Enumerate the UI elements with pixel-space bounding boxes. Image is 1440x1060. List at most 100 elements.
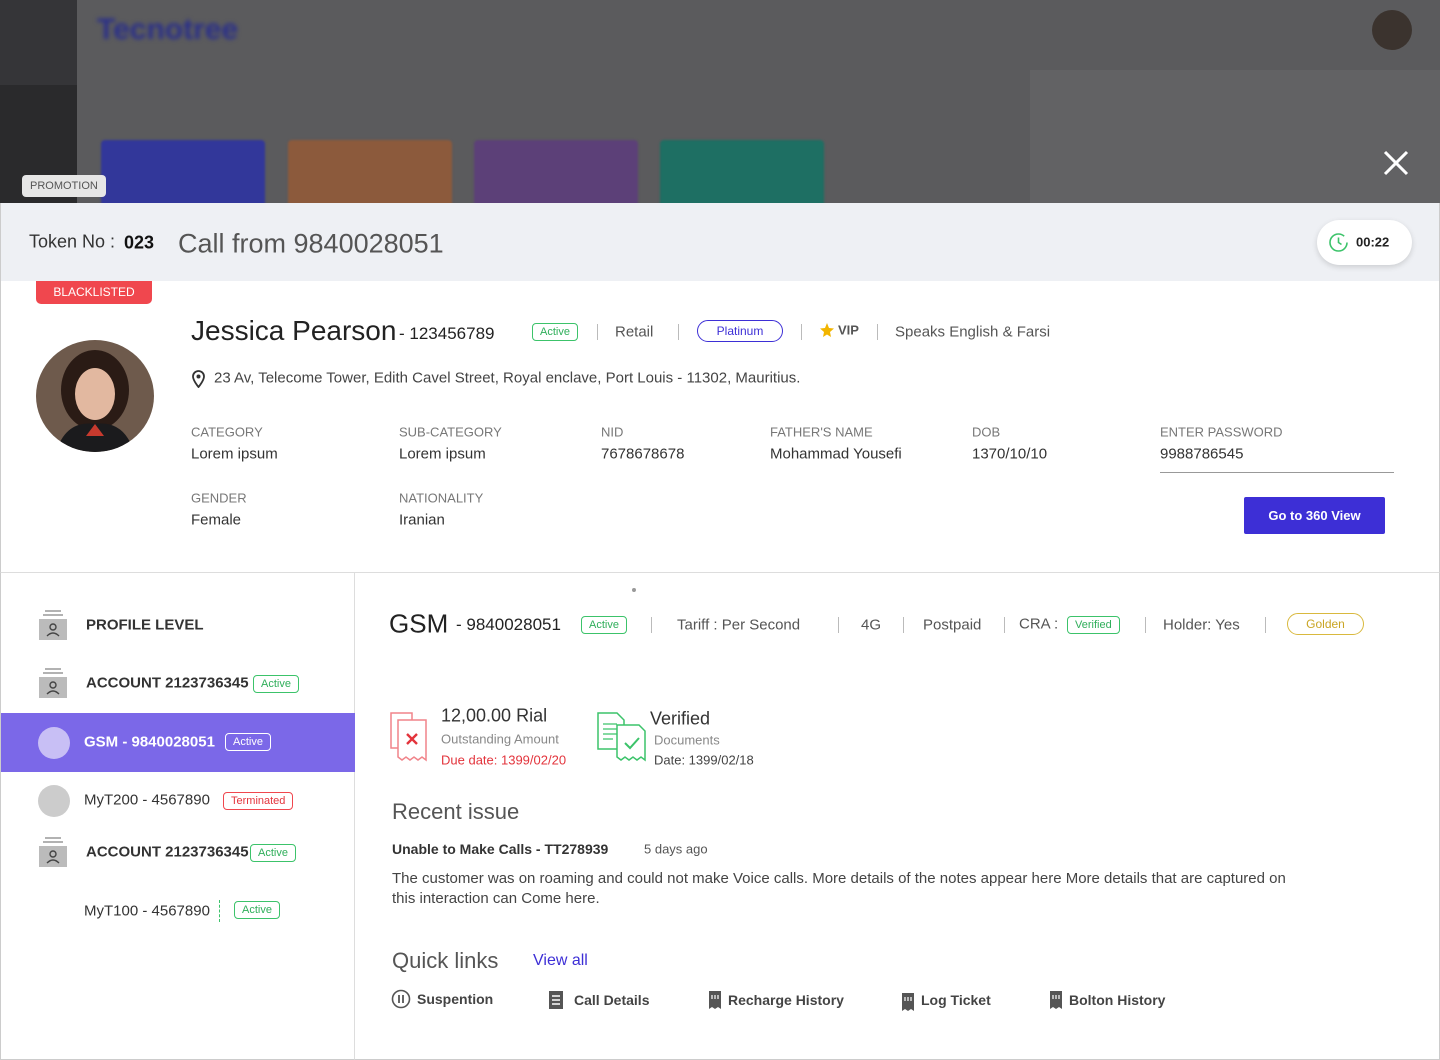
documents-icon [597,712,646,762]
issue-age: 5 days ago [644,841,708,857]
issue-text: The customer was on roaming and could no… [392,870,1286,907]
address: 23 Av, Telecome Tower, Edith Cavel Stree… [214,369,801,387]
timer-icon [1329,233,1348,252]
separator [1265,617,1266,633]
separator [838,617,839,633]
separator [678,324,679,340]
quick-link[interactable]: Bolton History [1069,992,1166,1008]
bg-card [288,140,452,203]
password-underline [1160,472,1394,473]
status-badge: Active [225,733,271,751]
call-header: Token No : 023 Call from 9840028051 00:2… [0,203,1440,281]
bg-card [474,140,638,203]
receipt-icon [1050,991,1062,1009]
field-label: FATHER'S NAME [770,424,873,440]
receipt-icon [902,993,914,1011]
separator [1004,617,1005,633]
tier-badge: Platinum [697,320,783,342]
view-all-link[interactable]: View all [533,952,588,969]
receipt-icon [709,991,721,1009]
go-360-button[interactable]: Go to 360 View [1244,497,1385,534]
promotion-tag: PROMOTION [22,175,106,197]
password-input[interactable]: 9988786545 [1160,445,1244,463]
quick-link[interactable]: Call Details [574,992,650,1008]
account-label: GSM - 9840028051 [84,733,215,751]
location-icon [192,370,205,388]
account-label: MyT100 - 4567890 [84,902,210,920]
bg-sidebar-item [0,0,77,85]
field-label: NID [601,424,624,440]
avatar [36,340,154,452]
bg-card [101,140,265,203]
drag-dot [632,588,636,592]
bg-card [660,140,824,203]
quick-links-heading: Quick links [392,948,499,973]
close-button[interactable] [1382,149,1410,177]
account-row-selected[interactable]: GSM - 9840028051 Active [1,713,355,772]
field-label: NATIONALITY [399,490,484,506]
background-app: Tecnotree PROMOTION [0,0,1440,203]
account-row[interactable]: MyT200 - 4567890 Terminated [1,771,355,829]
account-row[interactable]: ACCOUNT 2123736345 Active [1,824,355,882]
separator [651,617,652,633]
field-value: Lorem ipsum [399,445,486,463]
account-row[interactable]: ACCOUNT 2123736345 Active [1,654,355,712]
quick-link[interactable]: Recharge History [728,992,844,1008]
account-sidebar: PROFILE LEVEL ACCOUNT 2123736345 Active … [0,573,355,1060]
separator [801,324,802,340]
bg-brand: Tecnotree [97,13,239,46]
card-icon [39,610,67,640]
blacklisted-flag: BLACKLISTED [36,281,152,304]
account-label: ACCOUNT 2123736345 [86,843,249,861]
quick-link[interactable]: Suspention [417,991,494,1007]
languages: Speaks English & Farsi [895,323,1051,341]
separator [903,617,904,633]
field-label: CATEGORY [191,424,263,440]
service-number: - 9840028051 [456,615,561,634]
cra-label: CRA : [1019,615,1059,633]
field-value: 1370/10/10 [972,445,1048,463]
bg-avatar [1372,10,1412,50]
call-title: Call from 9840028051 [178,228,444,259]
bill-icon [390,712,427,762]
timer-value: 00:22 [1356,234,1390,250]
separator [877,324,878,340]
account-label: ACCOUNT 2123736345 [86,674,249,692]
field-value: Mohammad Yousefi [770,445,902,463]
status-badge: Terminated [223,792,294,810]
account-row[interactable]: MyT100 - 4567890 Active [1,881,355,939]
vip-icon [820,323,834,337]
card-icon [39,668,67,698]
status-badge: Active [253,675,299,693]
status-badge: Active [532,323,578,341]
field-value: 7678678678 [601,445,685,463]
summary-subtitle: Documents [654,732,720,748]
plan: Postpaid [923,616,982,634]
account-row[interactable]: PROFILE LEVEL [1,596,355,654]
segment: Retail [615,323,654,341]
quick-link[interactable]: Log Ticket [921,992,991,1008]
status-badge: Active [250,844,296,862]
field-value: Female [191,511,242,529]
summary-title: 12,00.00 Rial [441,705,548,726]
customer-name: Jessica Pearson [191,315,397,346]
summary-note: Due date: 1399/02/20 [441,752,567,768]
recent-issue-heading: Recent issue [392,799,520,824]
field-value: Iranian [399,511,445,529]
timer: 00:22 [1317,220,1412,265]
summary-title: Verified [650,708,711,729]
separator [1145,617,1146,633]
tariff: Tariff : Per Second [677,616,801,634]
field-value: Lorem ipsum [191,445,278,463]
separator [597,324,598,340]
token-number: 023 [124,232,155,253]
account-dot [38,727,70,759]
network: 4G [861,616,882,634]
account-dot [38,785,70,817]
status-badge: Active [234,901,280,919]
bg-notes-panel [1030,70,1440,203]
issue-title[interactable]: Unable to Make Calls - TT278939 [392,841,609,857]
account-label: PROFILE LEVEL [86,616,204,634]
